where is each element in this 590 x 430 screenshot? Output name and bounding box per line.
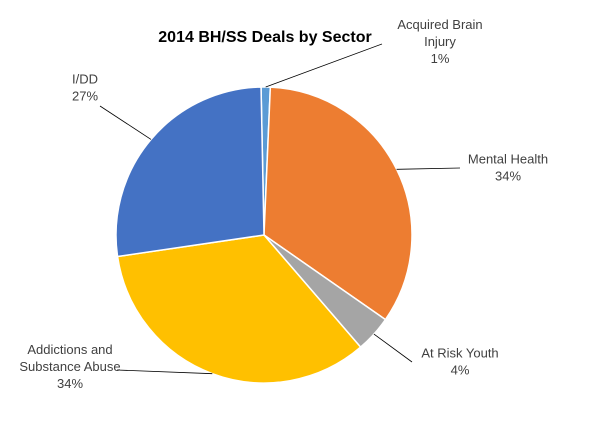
slice-category-label: Substance Abuse (19, 359, 120, 374)
leader-lines (99, 43, 461, 375)
slice-labels: Acquired Brain Injury 1% Mental Health 34% At… (19, 17, 548, 391)
slice-label: At Risk Youth 4% (421, 346, 498, 378)
pie-slices (115, 86, 413, 384)
slice-percent-label: 34% (495, 169, 521, 184)
pie-slice-i-dd (115, 86, 265, 258)
slice-category-label: Mental Health (468, 152, 548, 167)
slice-label: Addictions and Substance Abuse 34% (19, 342, 120, 391)
slice-percent-label: 1% (431, 51, 450, 66)
slice-label: I/DD 27% (72, 72, 98, 104)
leader-line (99, 105, 152, 140)
leader-line (373, 333, 413, 363)
slice-percent-label: 4% (451, 363, 470, 378)
slice-category-label: I/DD (72, 72, 98, 87)
slice-label: Acquired Brain Injury 1% (397, 17, 482, 66)
slice-percent-label: 27% (72, 89, 98, 104)
chart-title: 2014 BH/SS Deals by Sector (158, 29, 371, 46)
slice-percent-label: 34% (57, 376, 83, 391)
slice-category-label: Acquired Brain (397, 17, 482, 32)
leader-line (116, 369, 213, 375)
slice-category-label: At Risk Youth (421, 346, 498, 361)
slice-category-label: Addictions and (27, 342, 112, 357)
leader-line (396, 167, 461, 170)
slice-label: Mental Health 34% (468, 152, 548, 184)
leader-line (265, 43, 383, 88)
slice-category-label: Injury (424, 34, 456, 49)
